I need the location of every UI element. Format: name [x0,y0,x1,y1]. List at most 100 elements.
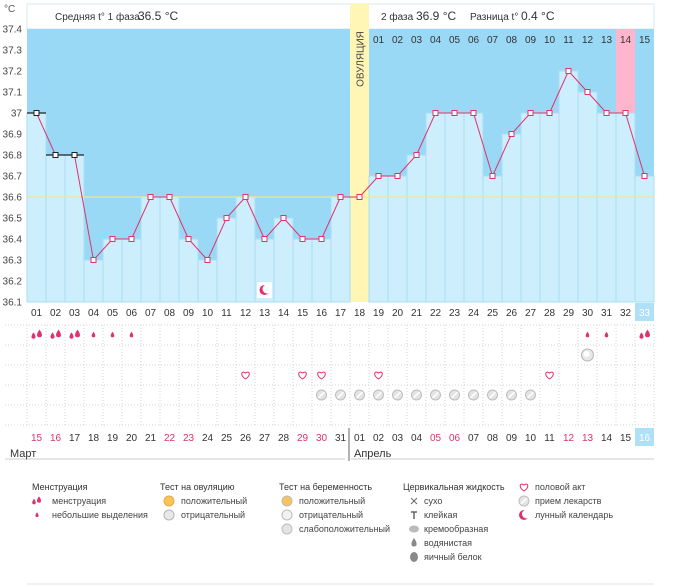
legend-ovulation-negative-icon [163,509,175,521]
cycle-day-label: 14 [278,308,290,319]
top-day-label: 13 [601,35,613,46]
temperature-bar [444,112,465,303]
y-tick-label: 37.2 [3,67,23,78]
drop-icon [56,329,61,338]
pill-icon-line [431,391,440,399]
drop-icon [69,332,74,339]
legend-creamy-icon [409,525,419,533]
temperature-bar [121,238,142,303]
temperature-bar [387,175,408,303]
date-label: 07 [468,433,480,444]
legend-item-other: половой акт [535,482,585,492]
temperature-point [622,110,629,116]
pill-icon-line [412,391,421,399]
temperature-bar [558,70,579,303]
cycle-day-label: 31 [601,308,613,319]
date-label: 28 [278,433,290,444]
legend-dry-icon-2 [410,497,418,505]
pill-icon-line [526,391,535,399]
temperature-point [33,110,40,116]
temperature-bar [273,217,294,303]
drop-icon [639,332,644,339]
date-label: 24 [202,433,214,444]
y-tick-label: 37.4 [3,25,23,36]
cycle-day-label: 22 [430,308,442,319]
legend-item-cervical-fluid: кремообразная [424,524,488,534]
date-label: 20 [126,433,138,444]
legend-pregnancy-test-icon [281,523,293,535]
y-tick-label: 36.1 [3,298,23,309]
date-label: 03 [392,433,404,444]
y-tick-label: 36.7 [3,172,23,183]
month-label-april: Апрель [354,448,392,460]
pill-icon-line [507,391,516,399]
cycle-day-label: 01 [31,308,43,319]
top-day-label: 08 [506,35,518,46]
date-label: 01 [354,433,366,444]
legend-moon-icon-mask [522,509,531,519]
legend-item-cervical-fluid: водянистая [424,538,472,548]
date-label: 27 [259,433,271,444]
cycle-day-label: 33 [639,308,651,319]
temperature-bar [501,133,522,303]
pill-icon-line [520,497,528,505]
cycle-day-label: 19 [373,308,385,319]
date-label: 25 [221,433,233,444]
cycle-day-label: 07 [145,308,157,319]
drop-icon [35,512,39,518]
cycle-day-label: 05 [107,308,119,319]
temperature-point [147,194,154,200]
temperature-bar [615,112,636,303]
temperature-point [90,257,97,263]
drop-icon [31,332,36,339]
temperature-bar [368,175,389,303]
temperature-point [242,194,249,200]
drop-icon [129,331,134,338]
temperature-bar [45,154,66,303]
legend-item-pregnancy-test: отрицательный [299,510,363,520]
heart-icon [519,483,529,492]
cycle-day-label: 03 [69,308,81,319]
temperature-point [489,173,496,179]
pill-icon-line [374,391,383,399]
phase1-label: Средняя t° 1 фаза [55,11,140,23]
legend-egg-white-icon [410,552,418,562]
date-label: 17 [69,433,81,444]
temperature-point [641,173,648,179]
date-label: 08 [487,433,499,444]
y-tick-label: 37.3 [3,46,23,57]
temperature-point [584,89,591,95]
date-label: 22 [164,433,176,444]
ovulation-label: ОВУЛЯЦИЯ [356,31,367,87]
date-label: 02 [373,433,385,444]
drop-icon [37,329,42,338]
cycle-day-label: 23 [449,308,461,319]
temperature-bar [102,238,123,303]
drop-icon [585,331,590,338]
pill-icon-line [317,391,326,399]
plot-area: 36.1 36.2 36.3 36.4 36.5 36.6 36.7 36.8 36.9 37 37… [3,4,655,309]
date-label: 06 [449,433,461,444]
temperature-point [128,236,135,242]
heart-icon [317,371,326,380]
top-day-label: 12 [582,35,594,46]
temperature-bar [216,217,237,303]
temperature-point [261,236,268,242]
legend: Менструация менструация небольшие выделени… [27,482,654,585]
temperature-point [109,236,116,242]
temperature-point [546,110,553,116]
top-day-label: 04 [430,35,442,46]
month-label-march: Март [10,448,36,460]
moon-icon-mask [262,284,272,294]
cycle-day-label: 18 [354,308,366,319]
top-day-label: 14 [620,35,632,46]
top-day-label: 05 [449,35,461,46]
legend-item-cervical-fluid: яичный белок [424,552,482,562]
top-day-label: 03 [411,35,423,46]
temperature-point [52,152,59,158]
legend-pregnancy-test-icon [281,495,293,507]
phase1-value: 36.5 °C [138,9,178,23]
date-label: 09 [506,433,518,444]
cycle-day-label: 27 [525,308,537,319]
